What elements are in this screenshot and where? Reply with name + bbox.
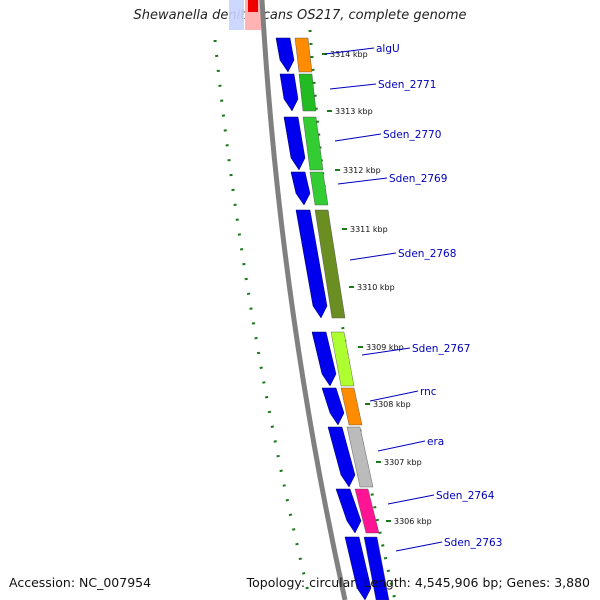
scale-label: 3308 kbp [373,400,411,409]
gene-cog-block[interactable] [309,171,329,206]
backbone-ring [259,0,348,600]
scale-label: 3312 kbp [343,166,381,175]
gene-label[interactable]: rnc [420,386,437,398]
gene-label[interactable]: Sden_2767 [412,343,470,355]
genome-stats-text: Topology: circular; Length: 4,545,906 bp… [246,575,590,590]
gene-label-line [369,390,419,402]
scale-layer: 3314 kbp 3313 kbp 3312 kbp 3311 kbp 3310 kbp… [322,50,432,526]
gene-label-line [387,494,435,505]
gene-arrow[interactable] [290,171,311,206]
gene-label-line [334,133,382,142]
gene-cog-block[interactable] [346,426,374,488]
gene-cog-block[interactable] [340,387,363,426]
gene-cog-block[interactable] [302,116,324,171]
scale-label: 3306 kbp [394,517,432,526]
gene-label[interactable]: Sden_2771 [378,79,436,91]
gene-arrow[interactable] [283,116,306,171]
gene-label-line [337,177,388,185]
gene-label[interactable]: Sden_2769 [389,173,447,185]
gene-cog-block[interactable] [298,73,317,112]
labels-layer: algU Sden_2771 Sden_2770 Sden_2769 Sden_2768… [324,43,502,552]
gene-cog-block[interactable] [294,37,313,73]
gene-label-line [349,252,397,261]
gene-label[interactable]: algU [376,43,400,55]
gene-arrow[interactable] [311,331,337,387]
scale-label: 3309 kbp [366,343,404,352]
gene-cog-block[interactable] [330,331,355,387]
map-title: Shewanella denitrificans OS217, complete… [133,8,467,23]
gene-arrow[interactable] [335,488,362,534]
gene-arrow[interactable] [275,37,295,73]
gene-label-line [361,347,411,356]
gene-label[interactable]: Sden_2768 [398,248,456,260]
gene-arrow[interactable] [295,209,328,319]
gene-label-line [324,47,375,55]
gene-cog-block[interactable] [363,536,390,600]
gene-cog-block[interactable] [314,209,346,319]
gene-arrow[interactable] [327,426,356,488]
scale-label: 3311 kbp [350,225,388,234]
gene-label[interactable]: era [427,436,444,448]
gene-arrow[interactable] [344,536,372,600]
gene-cog-block[interactable] [354,488,380,534]
gene-label[interactable]: Sden_2770 [383,129,441,141]
gene-label-line [377,440,426,452]
scale-label: 3314 kbp [330,50,368,59]
gene-label-line [395,541,443,552]
genes-layer [275,37,390,600]
top-partial-features [229,0,261,30]
gene-label-line [329,83,377,90]
accession-text: Accession: NC_007954 [9,575,152,590]
gene-label[interactable]: Sden_2764 [436,490,495,502]
scale-label: 3310 kbp [357,283,395,292]
gene-arrow[interactable] [321,387,345,426]
gene-label[interactable]: Sden_2763 [444,537,502,549]
scale-label: 3313 kbp [335,107,373,116]
gene-arrow[interactable] [279,73,299,112]
scale-label: 3307 kbp [384,458,422,467]
